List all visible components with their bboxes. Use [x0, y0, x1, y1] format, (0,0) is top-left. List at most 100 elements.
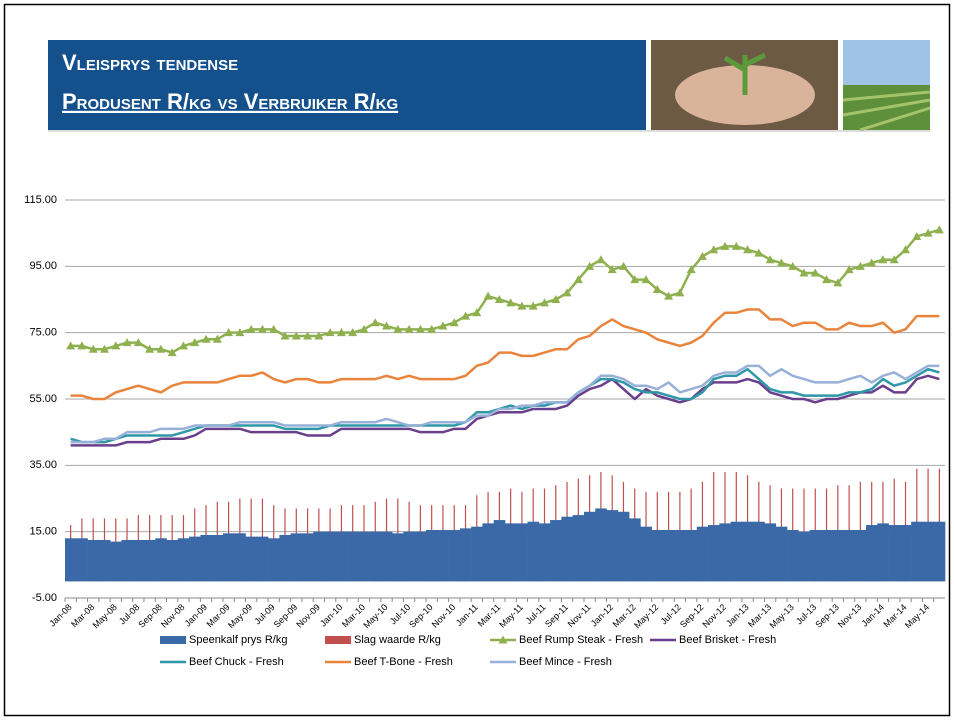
bar: [550, 520, 562, 582]
marker: [686, 265, 696, 274]
legend-label: Slag waarde R/kg: [354, 634, 441, 646]
marker: [393, 324, 403, 333]
x-tick-label: Sep-11: [543, 602, 570, 629]
x-tick-label: Nov-12: [701, 602, 729, 630]
marker: [77, 341, 87, 350]
marker: [461, 311, 471, 320]
bar: [256, 536, 269, 582]
marker: [336, 328, 346, 337]
bar: [922, 521, 935, 582]
x-tick-label: May-10: [361, 602, 389, 630]
marker: [438, 321, 448, 330]
bar: [911, 521, 923, 582]
bar: [301, 533, 314, 582]
bar: [347, 531, 359, 582]
marker: [528, 301, 538, 310]
bar: [132, 539, 145, 582]
x-tick-label: Jan-10: [318, 602, 345, 629]
bar: [629, 518, 641, 582]
marker: [145, 344, 155, 353]
bar: [685, 530, 698, 582]
marker: [483, 291, 493, 300]
bar: [414, 531, 427, 582]
bar: [787, 530, 799, 582]
x-tick-label: Sep-13: [813, 602, 841, 630]
bar: [674, 530, 686, 582]
marker: [776, 258, 786, 267]
x-tick-label: Jan-08: [47, 602, 74, 629]
bar: [595, 508, 607, 582]
bar: [719, 523, 731, 582]
legend: Speenkalf prys R/kg Slag waarde R/kg Beef …: [160, 634, 776, 668]
marker: [280, 331, 290, 340]
bar: [268, 538, 280, 582]
marker: [833, 278, 843, 287]
y-tick-label: 55.00: [29, 393, 57, 405]
y-tick-label: 75.00: [29, 327, 57, 339]
legend-swatch: [160, 636, 186, 644]
bar: [843, 530, 856, 582]
bar: [538, 523, 551, 582]
bar: [775, 526, 788, 582]
marker: [314, 331, 324, 340]
plot: [65, 225, 946, 582]
bar: [662, 530, 675, 582]
line: [70, 364, 940, 444]
bar: [572, 515, 585, 582]
bar: [110, 541, 122, 582]
marker: [66, 341, 76, 350]
line: [70, 308, 940, 401]
bar: [290, 533, 303, 582]
x-tick-label: May-13: [767, 602, 795, 630]
photo-field: [842, 40, 931, 132]
line: [70, 228, 940, 354]
marker: [912, 231, 922, 240]
bar: [730, 521, 743, 582]
marker: [709, 245, 719, 254]
bar: [888, 525, 901, 582]
bar: [279, 534, 291, 582]
legend-label: Beef Rump Steak - Fresh: [519, 634, 643, 646]
y-tick-label: 15.00: [29, 526, 57, 538]
bar: [324, 531, 337, 582]
bar: [527, 521, 540, 582]
bar: [143, 539, 156, 582]
marker: [359, 324, 369, 333]
marker: [788, 261, 798, 270]
marker: [664, 291, 674, 300]
marker: [596, 255, 606, 264]
bar: [820, 530, 833, 582]
marker: [844, 265, 854, 274]
bar: [696, 526, 709, 582]
bar: [121, 539, 133, 582]
bar: [245, 536, 258, 582]
bar: [866, 525, 878, 582]
marker: [743, 245, 753, 254]
marker: [88, 344, 98, 353]
marker: [370, 318, 380, 327]
marker: [630, 275, 640, 284]
marker: [675, 288, 685, 297]
marker: [427, 324, 437, 333]
legend-label: Beef T-Bone - Fresh: [354, 656, 453, 668]
marker: [201, 334, 211, 343]
marker: [641, 275, 651, 284]
marker: [539, 298, 549, 307]
bar: [764, 523, 777, 582]
marker: [404, 324, 414, 333]
marker: [325, 328, 335, 337]
bar: [313, 531, 325, 582]
bar: [87, 539, 100, 582]
marker: [178, 341, 188, 350]
marker: [257, 324, 267, 333]
title-banner: [48, 40, 646, 130]
legend-swatch: [325, 636, 351, 644]
x-tick-label: Jan-09: [183, 602, 210, 629]
bar: [98, 539, 111, 582]
marker: [867, 258, 877, 267]
bar: [459, 528, 472, 582]
bar: [583, 511, 596, 582]
legend-marker: [498, 635, 508, 644]
bar: [222, 533, 235, 582]
